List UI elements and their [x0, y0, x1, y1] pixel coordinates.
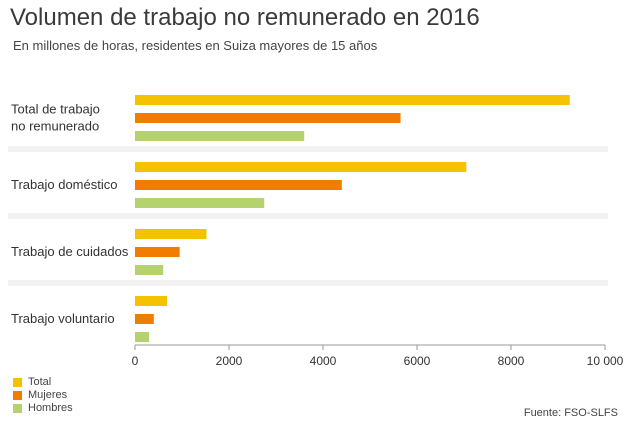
- x-tick-label: 6000: [404, 354, 431, 368]
- bar-total: [135, 162, 467, 172]
- legend-item-hombres: Hombres: [13, 402, 73, 415]
- bar-hombres: [135, 332, 150, 342]
- chart-legend: Total Mujeres Hombres: [13, 376, 73, 415]
- category-separator: [8, 280, 608, 286]
- category-label: Trabajo doméstico: [11, 177, 117, 192]
- bar-mujeres: [135, 113, 401, 123]
- bar-total: [135, 296, 167, 306]
- bar-total: [135, 95, 570, 105]
- category-label: Trabajo voluntario: [11, 311, 115, 326]
- legend-label-hombres: Hombres: [28, 402, 73, 414]
- bar-mujeres: [135, 180, 342, 190]
- x-tick-label: 8000: [498, 354, 525, 368]
- legend-item-mujeres: Mujeres: [13, 389, 73, 402]
- bar-total: [135, 229, 207, 239]
- category-label: Trabajo de cuidados: [11, 244, 129, 259]
- bar-mujeres: [135, 314, 154, 324]
- category-separator: [8, 213, 608, 219]
- x-tick-label: 2000: [216, 354, 243, 368]
- bar-hombres: [135, 265, 164, 275]
- chart-title: Volumen de trabajo no remunerado en 2016: [10, 4, 480, 31]
- category-label: Total de trabajo: [11, 102, 100, 117]
- category-separator: [8, 146, 608, 152]
- bar-hombres: [135, 131, 305, 141]
- legend-swatch-hombres: [13, 404, 22, 413]
- bar-mujeres: [135, 247, 180, 257]
- legend-swatch-total: [13, 378, 22, 387]
- bar-hombres: [135, 198, 265, 208]
- chart-subtitle: En millones de horas, residentes en Suiz…: [13, 38, 378, 53]
- source-note: Fuente: FSO-SLFS: [523, 407, 618, 419]
- x-tick-label: 10 000: [587, 354, 624, 368]
- legend-label-total: Total: [28, 376, 52, 388]
- x-tick-label: 4000: [310, 354, 337, 368]
- x-tick-label: 0: [132, 354, 139, 368]
- legend-label-mujeres: Mujeres: [28, 389, 68, 401]
- legend-swatch-mujeres: [13, 391, 22, 400]
- legend-item-total: Total: [13, 376, 73, 389]
- category-label: no remunerado: [11, 119, 99, 134]
